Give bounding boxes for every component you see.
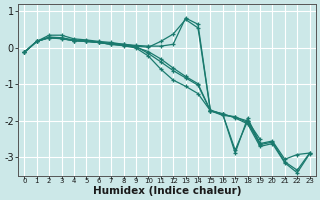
- X-axis label: Humidex (Indice chaleur): Humidex (Indice chaleur): [93, 186, 241, 196]
